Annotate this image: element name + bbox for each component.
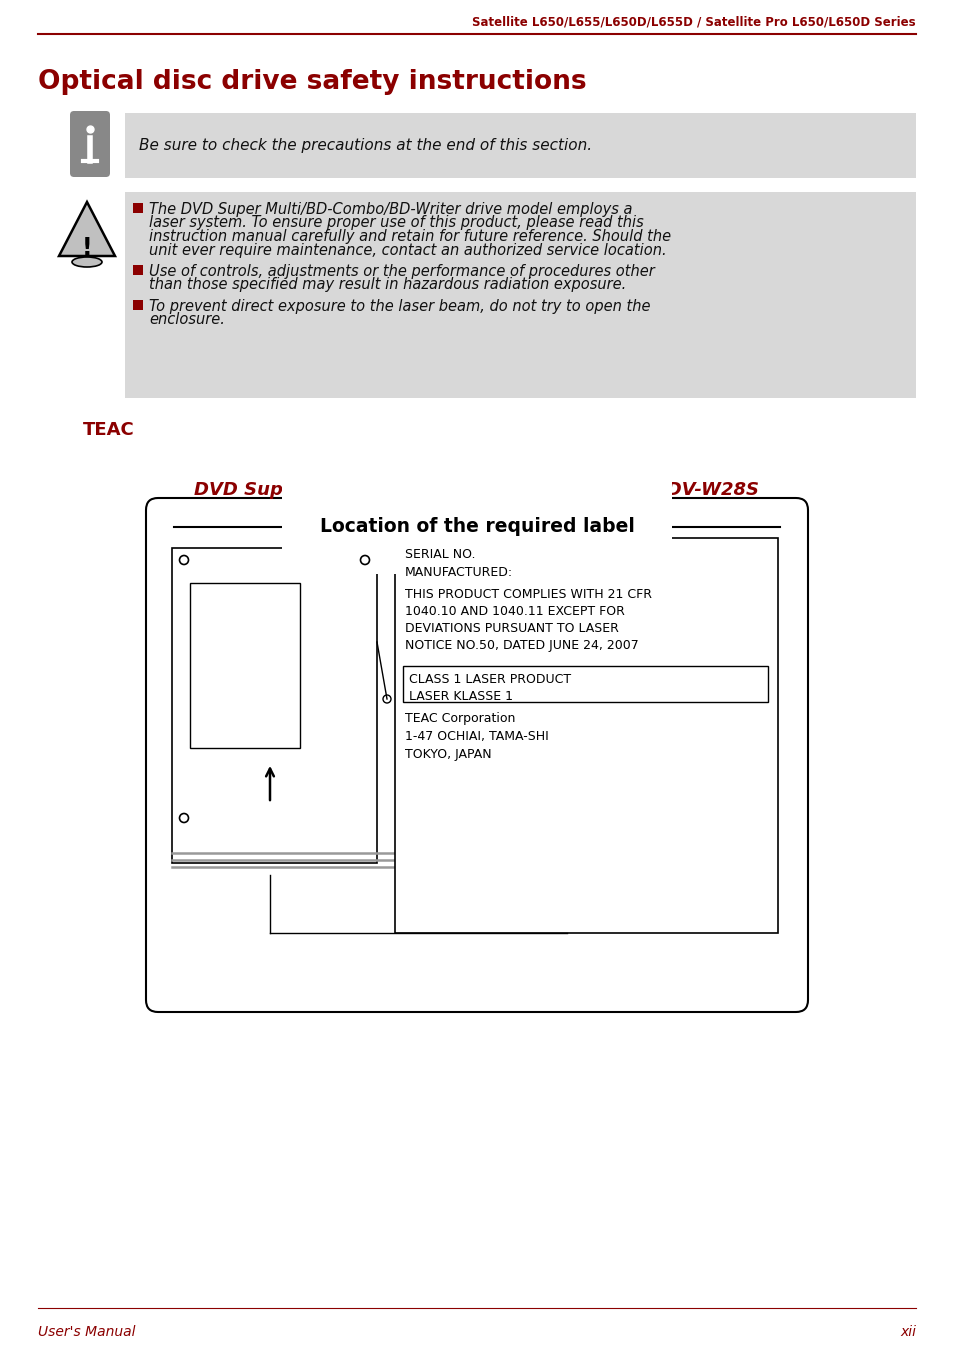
Bar (125, 192, 915, 397)
Polygon shape (59, 201, 115, 256)
Text: SERIAL NO.
MANUFACTURED:: SERIAL NO. MANUFACTURED: (405, 548, 513, 579)
Text: laser system. To ensure proper use of this product, please read this: laser system. To ensure proper use of th… (149, 215, 643, 230)
Text: DVD Super Multi with Double Layer Recording DV-W28S: DVD Super Multi with Double Layer Record… (194, 481, 759, 499)
Bar (132, 203, 143, 214)
Bar (132, 265, 143, 274)
Text: unit ever require maintenance, contact an authorized service location.: unit ever require maintenance, contact a… (149, 242, 666, 257)
Bar (402, 667, 767, 702)
Bar (132, 300, 143, 310)
Text: than those specified may result in hazardous radiation exposure.: than those specified may result in hazar… (149, 277, 625, 292)
Text: enclosure.: enclosure. (149, 312, 225, 327)
Text: !: ! (82, 237, 92, 260)
Text: To prevent direct exposure to the laser beam, do not try to open the: To prevent direct exposure to the laser … (149, 299, 650, 314)
FancyBboxPatch shape (70, 111, 110, 177)
Ellipse shape (71, 257, 102, 266)
Bar (172, 548, 376, 863)
Text: Use of controls, adjustments or the performance of procedures other: Use of controls, adjustments or the perf… (149, 264, 654, 279)
Bar (125, 114, 915, 178)
Text: User's Manual: User's Manual (38, 1325, 135, 1338)
Text: TEAC: TEAC (83, 420, 134, 439)
FancyBboxPatch shape (146, 498, 807, 1013)
Text: Satellite L650/L655/L650D/L655D / Satellite Pro L650/L650D Series: Satellite L650/L655/L650D/L655D / Satell… (472, 15, 915, 28)
Text: THIS PRODUCT COMPLIES WITH 21 CFR
1040.10 AND 1040.11 EXCEPT FOR
DEVIATIONS PURS: THIS PRODUCT COMPLIES WITH 21 CFR 1040.1… (405, 588, 651, 652)
Text: The DVD Super Multi/BD-Combo/BD-Writer drive model employs a: The DVD Super Multi/BD-Combo/BD-Writer d… (149, 201, 632, 218)
Text: CLASS 1 LASER PRODUCT
LASER KLASSE 1: CLASS 1 LASER PRODUCT LASER KLASSE 1 (409, 673, 571, 703)
Text: Location of the required label: Location of the required label (319, 518, 634, 537)
Bar (190, 583, 299, 748)
Text: Be sure to check the precautions at the end of this section.: Be sure to check the precautions at the … (139, 138, 592, 153)
Text: xii: xii (899, 1325, 915, 1338)
Text: TEAC Corporation
1-47 OCHIAI, TAMA-SHI
TOKYO, JAPAN: TEAC Corporation 1-47 OCHIAI, TAMA-SHI T… (405, 713, 548, 761)
Bar (395, 538, 778, 933)
Text: Optical disc drive safety instructions: Optical disc drive safety instructions (38, 69, 586, 95)
Text: instruction manual carefully and retain for future reference. Should the: instruction manual carefully and retain … (149, 228, 670, 243)
